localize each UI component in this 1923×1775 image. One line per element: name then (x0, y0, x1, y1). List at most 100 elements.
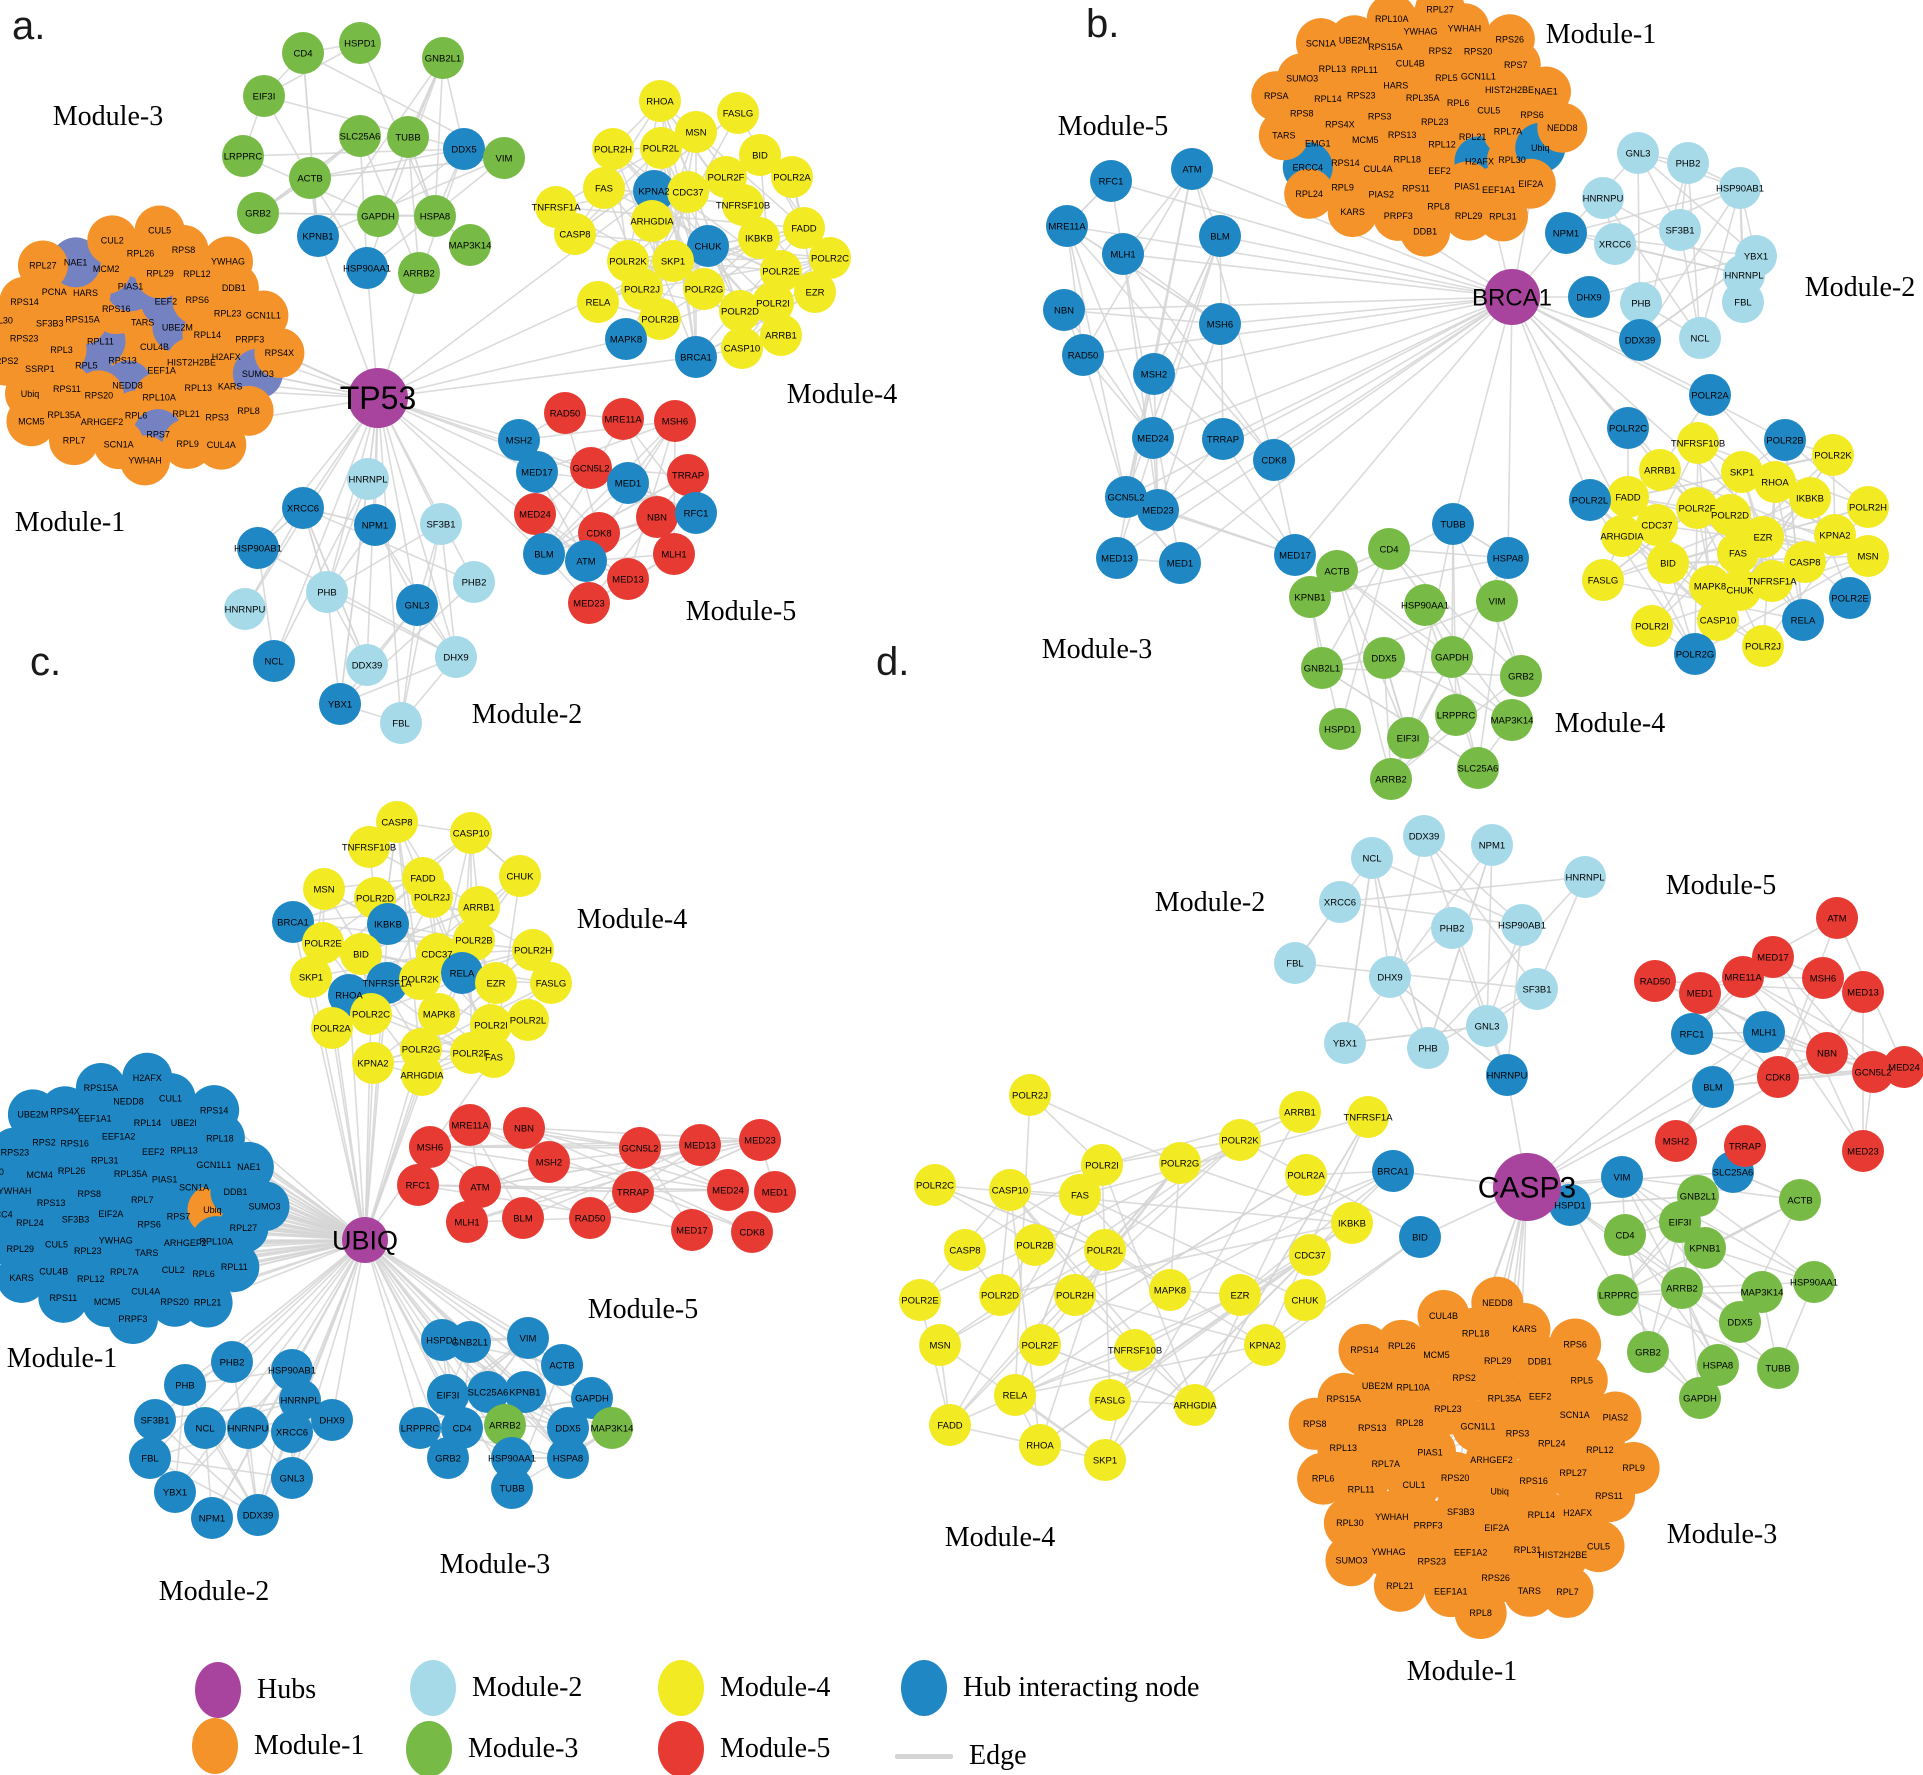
network-node[interactable] (754, 1171, 796, 1213)
network-node[interactable] (435, 636, 477, 678)
network-node[interactable] (1709, 494, 1751, 536)
network-node[interactable] (376, 801, 418, 843)
network-node[interactable] (1199, 303, 1241, 345)
network-node[interactable] (0, 1189, 23, 1240)
network-node[interactable] (528, 1141, 570, 1183)
network-node[interactable] (1793, 1261, 1835, 1303)
network-node[interactable] (1054, 1274, 1096, 1316)
network-node[interactable] (1541, 1565, 1594, 1618)
network-node[interactable] (319, 683, 361, 725)
network-node[interactable] (387, 116, 429, 158)
network-node[interactable] (122, 1052, 173, 1103)
network-node[interactable] (401, 1054, 443, 1096)
network-node[interactable] (0, 295, 25, 346)
network-node[interactable] (1491, 699, 1533, 741)
network-node[interactable] (1435, 694, 1477, 736)
network-node[interactable] (1692, 1066, 1734, 1108)
network-node[interactable] (771, 156, 813, 198)
network-node[interactable] (1432, 503, 1474, 545)
network-node[interactable] (612, 1171, 654, 1213)
network-node[interactable] (1487, 537, 1529, 579)
network-node[interactable] (254, 327, 305, 378)
network-node[interactable] (671, 1209, 713, 1251)
network-node[interactable] (1274, 942, 1316, 984)
network-node[interactable] (1258, 110, 1309, 161)
network-node[interactable] (483, 137, 525, 179)
network-node[interactable] (443, 128, 485, 170)
network-node[interactable] (134, 205, 185, 256)
network-node[interactable] (1802, 957, 1844, 999)
network-node[interactable] (1847, 486, 1889, 528)
network-node[interactable] (182, 1277, 233, 1328)
network-node[interactable] (346, 247, 388, 289)
network-node[interactable] (1279, 1091, 1321, 1133)
network-node[interactable] (340, 933, 382, 975)
network-node[interactable] (1719, 569, 1761, 611)
network-node[interactable] (1431, 907, 1473, 949)
network-node[interactable] (0, 335, 32, 386)
network-node[interactable] (17, 240, 68, 291)
network-node[interactable] (1676, 487, 1718, 529)
network-node[interactable] (367, 903, 409, 945)
network-node[interactable] (760, 250, 802, 292)
network-node[interactable] (347, 458, 389, 500)
network-node[interactable] (1779, 1179, 1821, 1221)
network-node[interactable] (420, 503, 462, 545)
network-node[interactable] (919, 1324, 961, 1366)
network-node[interactable] (1684, 1227, 1726, 1269)
network-node[interactable] (0, 1147, 16, 1197)
network-node[interactable] (607, 558, 649, 600)
network-node[interactable] (239, 1181, 290, 1232)
network-node[interactable] (605, 318, 647, 360)
network-node[interactable] (1400, 206, 1451, 257)
network-node[interactable] (1415, 0, 1466, 35)
network-node[interactable] (1697, 1344, 1739, 1386)
hub-node[interactable] (1493, 1153, 1561, 1221)
network-node[interactable] (583, 167, 625, 209)
network-node[interactable] (633, 170, 675, 212)
network-node[interactable] (6, 396, 57, 447)
network-node[interactable] (1081, 1144, 1123, 1186)
network-node[interactable] (1619, 319, 1661, 361)
network-node[interactable] (238, 290, 289, 341)
network-node[interactable] (209, 1242, 260, 1293)
network-node[interactable] (1477, 191, 1528, 242)
network-node[interactable] (569, 1197, 611, 1239)
network-node[interactable] (739, 134, 781, 176)
network-node[interactable] (570, 447, 612, 489)
network-node[interactable] (458, 886, 500, 928)
network-node[interactable] (1634, 960, 1676, 1002)
network-node[interactable] (760, 314, 802, 356)
network-node[interactable] (989, 1169, 1031, 1211)
network-node[interactable] (1009, 1074, 1051, 1116)
network-node[interactable] (1568, 276, 1610, 318)
network-node[interactable] (290, 956, 332, 998)
network-node[interactable] (1014, 1224, 1056, 1266)
network-node[interactable] (49, 415, 100, 466)
network-node[interactable] (571, 1377, 613, 1419)
network-node[interactable] (1316, 550, 1358, 592)
network-node[interactable] (491, 1467, 533, 1509)
network-node[interactable] (1174, 1384, 1216, 1426)
network-node[interactable] (514, 493, 556, 535)
network-node[interactable] (449, 224, 491, 266)
network-node[interactable] (129, 1437, 171, 1479)
network-node[interactable] (357, 195, 399, 237)
network-node[interactable] (1102, 233, 1144, 275)
network-node[interactable] (1717, 532, 1759, 574)
network-node[interactable] (237, 527, 279, 569)
network-node[interactable] (1457, 747, 1499, 789)
network-node[interactable] (1159, 1142, 1201, 1184)
network-node[interactable] (1814, 514, 1856, 556)
network-node[interactable] (427, 1437, 469, 1479)
network-node[interactable] (1679, 972, 1721, 1014)
network-node[interactable] (1806, 1032, 1848, 1074)
network-node[interactable] (721, 327, 763, 369)
network-node[interactable] (1486, 1054, 1528, 1096)
network-node[interactable] (1757, 1347, 1799, 1389)
network-node[interactable] (311, 1399, 353, 1441)
network-node[interactable] (354, 504, 396, 546)
network-node[interactable] (507, 1317, 549, 1359)
network-node[interactable] (1883, 1046, 1923, 1088)
network-node[interactable] (1399, 1216, 1441, 1258)
